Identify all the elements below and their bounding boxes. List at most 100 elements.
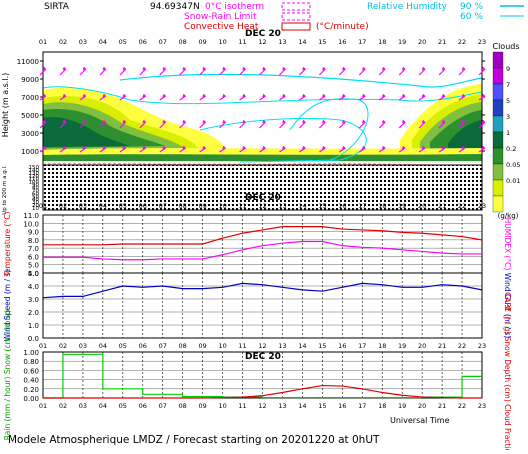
- wind-arrow-head: [441, 66, 446, 71]
- hour-p4-04: 04: [99, 342, 107, 350]
- wind-arrow-head: [242, 93, 247, 98]
- wind-arrow-head: [481, 93, 486, 98]
- hour-top-11: 11: [238, 38, 246, 46]
- wind-arrow-head: [182, 93, 187, 98]
- wind-arrow-shaft: [59, 121, 67, 129]
- wind-arrow-head: [321, 119, 326, 124]
- wind-arrow-head: [282, 93, 286, 98]
- clouds-scale-title: Clouds: [492, 42, 519, 51]
- wind-arrow-shaft: [219, 147, 226, 153]
- hour-p2-08: 08: [179, 202, 187, 210]
- hour-bottom-03: 03: [79, 402, 87, 410]
- wind-arrow-head: [82, 66, 87, 71]
- wind-arrow-shaft: [179, 147, 187, 153]
- clouds-low-ylabel-90: 90: [32, 183, 39, 189]
- wind-arrow-head: [82, 93, 87, 98]
- temperature-ytick-label: 11.0: [23, 212, 39, 220]
- wind-ytick-label: 1.0: [28, 322, 39, 330]
- hour-p4-20: 20: [418, 342, 426, 350]
- wind-arrow-shaft: [318, 121, 326, 129]
- hour-p2-18: 18: [378, 202, 386, 210]
- hour-top-07: 07: [159, 38, 167, 46]
- wind-arrow-shaft: [279, 147, 286, 153]
- wind-arrow-head: [82, 145, 87, 150]
- legend-humidity-label: Relative Humidity: [367, 2, 448, 12]
- wind-arrow-head: [302, 93, 306, 98]
- wind-arrow-shaft: [159, 95, 167, 101]
- temperature-ytick-label: 9.0: [28, 229, 39, 237]
- wind-arrow-head: [381, 93, 386, 98]
- clouds-low-ylabel-80: 80: [32, 186, 39, 192]
- wind-arrow-shaft: [378, 121, 386, 129]
- hour-bottom-09: 09: [198, 402, 206, 410]
- clouds-scale-swatch: [492, 195, 504, 213]
- wind-arrow-head: [202, 93, 207, 98]
- wind-arrow-head: [242, 145, 247, 150]
- clouds-scale-label: 5: [506, 97, 510, 105]
- wind-arrow-shaft: [259, 95, 266, 101]
- clouds-scale-label: 0.2: [506, 145, 516, 153]
- wind-arrow-head: [282, 66, 286, 71]
- wind-arrow-head: [361, 119, 366, 124]
- clouds-ylabel-3000: 3000: [21, 130, 39, 138]
- wind-arrow-shaft: [478, 121, 486, 129]
- hour-bottom-11: 11: [238, 402, 246, 410]
- hour-top-02: 02: [59, 38, 67, 46]
- wind-arrow-shaft: [99, 68, 107, 76]
- wind-arrow-shaft: [99, 95, 107, 101]
- wind-arrow-shaft: [458, 147, 466, 153]
- wind-arrow-head: [122, 119, 127, 124]
- wind-arrow-shaft: [139, 147, 147, 153]
- wind-arrow-head: [401, 145, 406, 150]
- station-coords: 94.69347N: [150, 2, 200, 12]
- wind-arrow-head: [162, 119, 167, 124]
- legend-humidity-90: 90 %: [460, 2, 483, 12]
- wind-arrow-shaft: [159, 68, 167, 76]
- wind-ytick-label: 0.0: [28, 335, 39, 343]
- legend-isotherm-label: 0°C isotherm: [205, 2, 264, 12]
- wind-arrow-shaft: [119, 68, 127, 76]
- wind-arrow-shaft: [418, 68, 426, 76]
- wind-arrow-head: [262, 145, 266, 150]
- low-level-frame: [42, 164, 483, 211]
- temperature-ylabel-right: HUMIDEX (°C): [503, 218, 512, 271]
- hour-p4-16: 16: [338, 342, 346, 350]
- wind-arrow-head: [401, 119, 406, 124]
- wind-arrow-shaft: [219, 68, 227, 76]
- convective-swatch: [281, 22, 311, 31]
- hour-p4-07: 07: [159, 342, 167, 350]
- clouds-low-ylabel-50: 50: [32, 194, 39, 200]
- hour-top-10: 10: [218, 38, 226, 46]
- wind-arrow-shaft: [279, 68, 286, 76]
- wind-arrow-head: [282, 145, 286, 150]
- wind-ylabel-right: Wind Gust (m / s): [503, 273, 512, 338]
- wind-arrow-shaft: [59, 147, 67, 153]
- wind-arrow-shaft: [59, 68, 67, 76]
- wind-arrow-shaft: [458, 68, 466, 76]
- temperature-series-temperature: [43, 226, 483, 246]
- clouds-low-ylabel-150: 150: [29, 165, 40, 171]
- hour-bottom-14: 14: [298, 402, 306, 410]
- wind-arrow-head: [441, 93, 446, 98]
- wind-arrow-shaft: [279, 121, 286, 129]
- wind-arrow-shaft: [199, 68, 207, 76]
- wind-ytick-label: 3.0: [28, 296, 39, 304]
- legend-snow-rain-label: Snow-Rain Limit: [184, 12, 257, 22]
- wind-arrow-head: [62, 145, 67, 150]
- hour-top-14: 14: [298, 38, 306, 46]
- snow-rain-swatch: [281, 12, 311, 21]
- wind-arrow-shaft: [418, 147, 426, 153]
- wind-arrow-head: [461, 119, 466, 124]
- wind-arrow-shaft: [79, 95, 87, 101]
- wind-arrow-head: [481, 145, 486, 150]
- hour-p4-17: 17: [358, 342, 366, 350]
- clouds-scale-swatch: [492, 163, 504, 181]
- hour-p4-18: 18: [378, 342, 386, 350]
- hour-p2-13: 13: [278, 202, 286, 210]
- wind-arrow-shaft: [139, 68, 147, 76]
- low-level-hatch: [43, 165, 482, 210]
- wind-arrow-shaft: [478, 68, 486, 76]
- hour-top-15: 15: [318, 38, 326, 46]
- clouds-low-ylabel-130: 130: [29, 171, 40, 177]
- date-label-top: DEC 20: [245, 29, 281, 39]
